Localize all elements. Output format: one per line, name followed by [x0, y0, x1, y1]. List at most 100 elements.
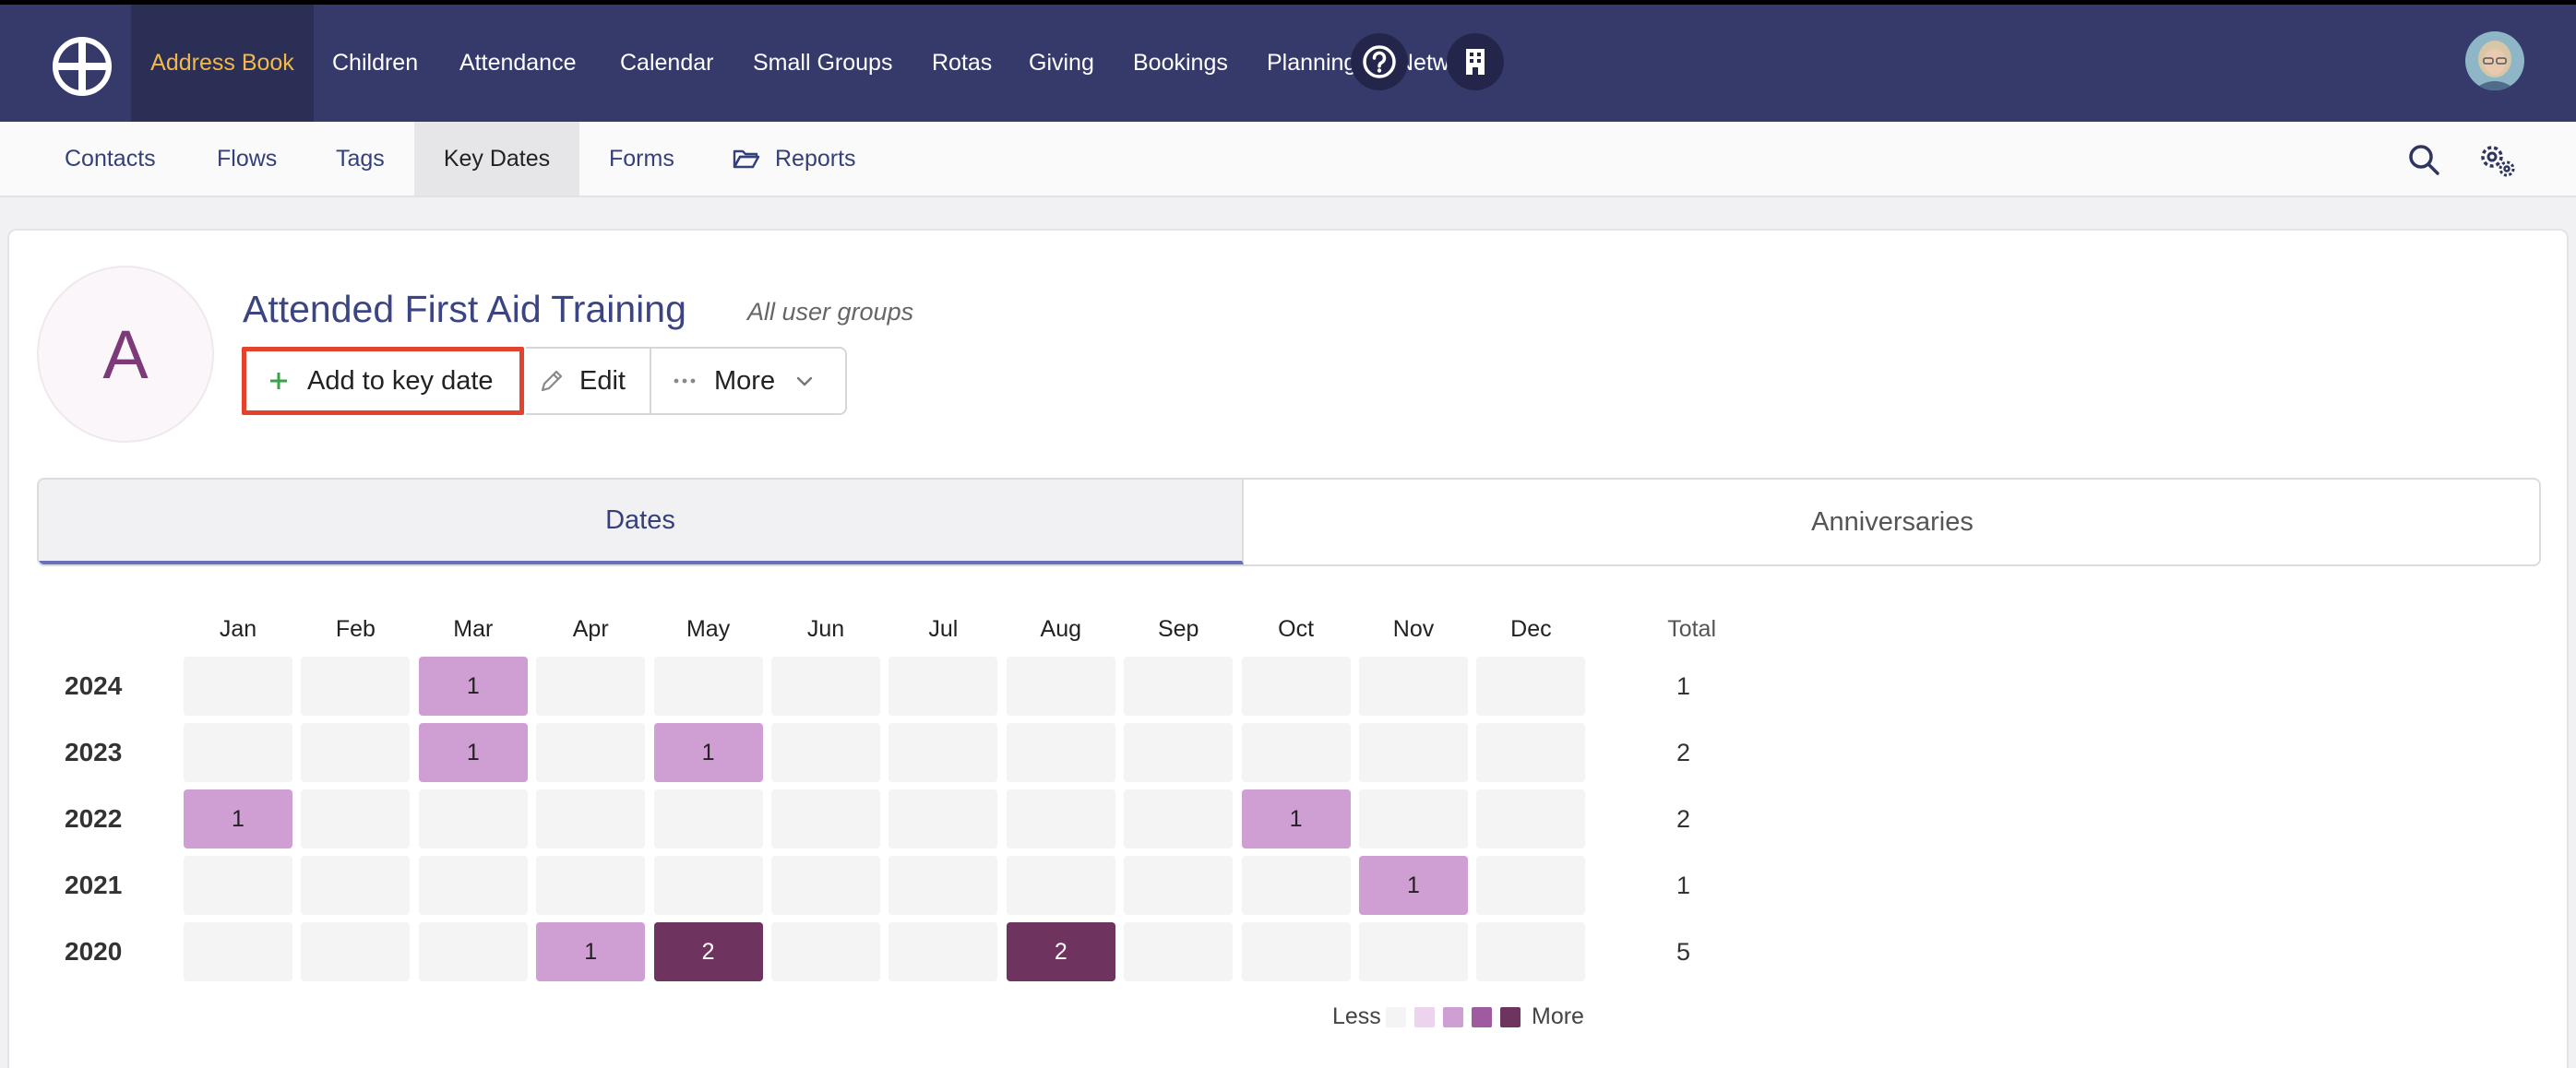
heatmap-cell[interactable]: 1	[184, 789, 292, 848]
edit-button[interactable]: Edit	[526, 347, 651, 415]
nav-bookings[interactable]: Bookings	[1133, 50, 1228, 76]
heatmap-cell	[1124, 657, 1234, 716]
heatmap-cell	[653, 856, 763, 915]
heatmap-cell	[1241, 723, 1351, 782]
heatmap-cell[interactable]: 1	[536, 922, 646, 981]
total-header: Total	[1667, 616, 1716, 642]
heatmap-cell[interactable]: 1	[1241, 789, 1351, 848]
nav-attendance[interactable]: Attendance	[459, 50, 577, 76]
heatmap-cell[interactable]: 1	[418, 657, 528, 716]
nav-planning[interactable]: Planning	[1267, 50, 1357, 76]
month-header-mar: Mar	[453, 616, 494, 642]
view-tabs: Dates Anniversaries	[37, 478, 2541, 566]
month-header-dec: Dec	[1510, 616, 1552, 642]
month-header-jan: Jan	[219, 616, 257, 642]
user-groups-label: All user groups	[747, 298, 914, 326]
heatmap-cell	[1124, 856, 1234, 915]
tab-dates[interactable]: Dates	[39, 480, 1244, 564]
year-label-2022: 2022	[65, 804, 123, 833]
add-to-key-date-button[interactable]: Add to key date	[242, 347, 524, 415]
heatmap-cell[interactable]: 1	[653, 723, 763, 782]
building-icon[interactable]	[1447, 33, 1504, 90]
heatmap-cell	[1476, 657, 1586, 716]
top-navigation-bar	[0, 0, 2576, 122]
more-menu-button[interactable]: More	[650, 347, 847, 415]
nav-rotas[interactable]: Rotas	[932, 50, 993, 76]
heatmap-cell	[536, 856, 646, 915]
heatmap-cell[interactable]: 2	[653, 922, 763, 981]
subnav-reports[interactable]: Reports	[733, 122, 856, 196]
year-label-2024: 2024	[65, 671, 123, 700]
month-header-may: May	[686, 616, 731, 642]
heatmap-cell	[1006, 723, 1115, 782]
legend-swatch	[1386, 1007, 1406, 1027]
heatmap-cell	[653, 789, 763, 848]
heatmap-cell	[1476, 789, 1586, 848]
subnav-key-dates[interactable]: Key Dates	[414, 122, 579, 196]
sub-navigation-bar	[0, 122, 2576, 197]
subnav-tags[interactable]: Tags	[336, 145, 385, 172]
legend-swatch	[1472, 1007, 1492, 1027]
heatmap-cell[interactable]: 2	[1006, 922, 1115, 981]
heatmap-cell	[1476, 922, 1586, 981]
heatmap-cell	[1241, 856, 1351, 915]
heatmap-cell	[184, 922, 292, 981]
user-avatar[interactable]	[2465, 31, 2524, 90]
row-total-2021: 1	[1676, 872, 1690, 899]
app-logo-icon[interactable]	[52, 36, 113, 97]
row-total-2024: 1	[1676, 672, 1690, 700]
heatmap-cell	[1006, 657, 1115, 716]
settings-icon[interactable]	[2476, 138, 2515, 177]
heatmap-cell	[888, 922, 998, 981]
subnav-forms[interactable]: Forms	[609, 145, 674, 172]
month-header-feb: Feb	[335, 616, 376, 642]
heatmap-cell	[1359, 922, 1468, 981]
nav-giving[interactable]: Giving	[1029, 50, 1094, 76]
ellipsis-icon	[674, 377, 696, 385]
month-header-jun: Jun	[806, 616, 845, 642]
heatmap-cell	[1241, 657, 1351, 716]
help-icon[interactable]	[1351, 33, 1408, 90]
legend-swatch	[1500, 1007, 1521, 1027]
page-title: Attended First Aid Training	[243, 288, 686, 330]
tab-anniversaries[interactable]: Anniversaries	[1811, 506, 1974, 537]
month-header-jul: Jul	[928, 616, 959, 642]
heatmap-cell	[1124, 922, 1234, 981]
nav-calendar[interactable]: Calendar	[620, 50, 714, 76]
month-header-nov: Nov	[1392, 616, 1435, 642]
key-date-avatar: A	[37, 266, 214, 443]
heatmap-cell	[536, 657, 646, 716]
heatmap-cell	[301, 789, 411, 848]
row-total-2020: 5	[1676, 938, 1690, 966]
heatmap-cell	[888, 723, 998, 782]
heatmap-cell	[1241, 922, 1351, 981]
heatmap-cell	[1476, 723, 1586, 782]
month-header-oct: Oct	[1278, 616, 1315, 642]
heatmap-cell	[771, 723, 880, 782]
nav-children[interactable]: Children	[332, 50, 419, 76]
heatmap-cell	[771, 856, 880, 915]
heatmap-cell	[771, 789, 880, 848]
nav-small-groups[interactable]: Small Groups	[753, 50, 893, 76]
heatmap-cell	[1359, 723, 1468, 782]
year-label-2020: 2020	[65, 937, 123, 966]
heatmap-cell[interactable]: 1	[418, 723, 528, 782]
heatmap-cell	[301, 657, 411, 716]
month-header-apr: Apr	[572, 616, 609, 642]
nav-address-book[interactable]: Address Book	[131, 5, 314, 122]
year-label-2023: 2023	[65, 738, 123, 766]
search-icon[interactable]	[2404, 140, 2443, 179]
subnav-flows[interactable]: Flows	[217, 145, 278, 172]
heatmap-cell	[1124, 723, 1234, 782]
row-total-2022: 2	[1676, 805, 1690, 833]
legend-swatch	[1443, 1007, 1463, 1027]
heatmap-cell	[1006, 856, 1115, 915]
heatmap-cell	[536, 723, 646, 782]
subnav-contacts[interactable]: Contacts	[65, 145, 156, 172]
heatmap-cell	[1359, 789, 1468, 848]
heatmap-cell[interactable]: 1	[1359, 856, 1468, 915]
row-total-2023: 2	[1676, 739, 1690, 766]
heatmap-cell	[301, 922, 411, 981]
plus-icon	[268, 371, 289, 391]
heatmap-cell	[301, 723, 411, 782]
